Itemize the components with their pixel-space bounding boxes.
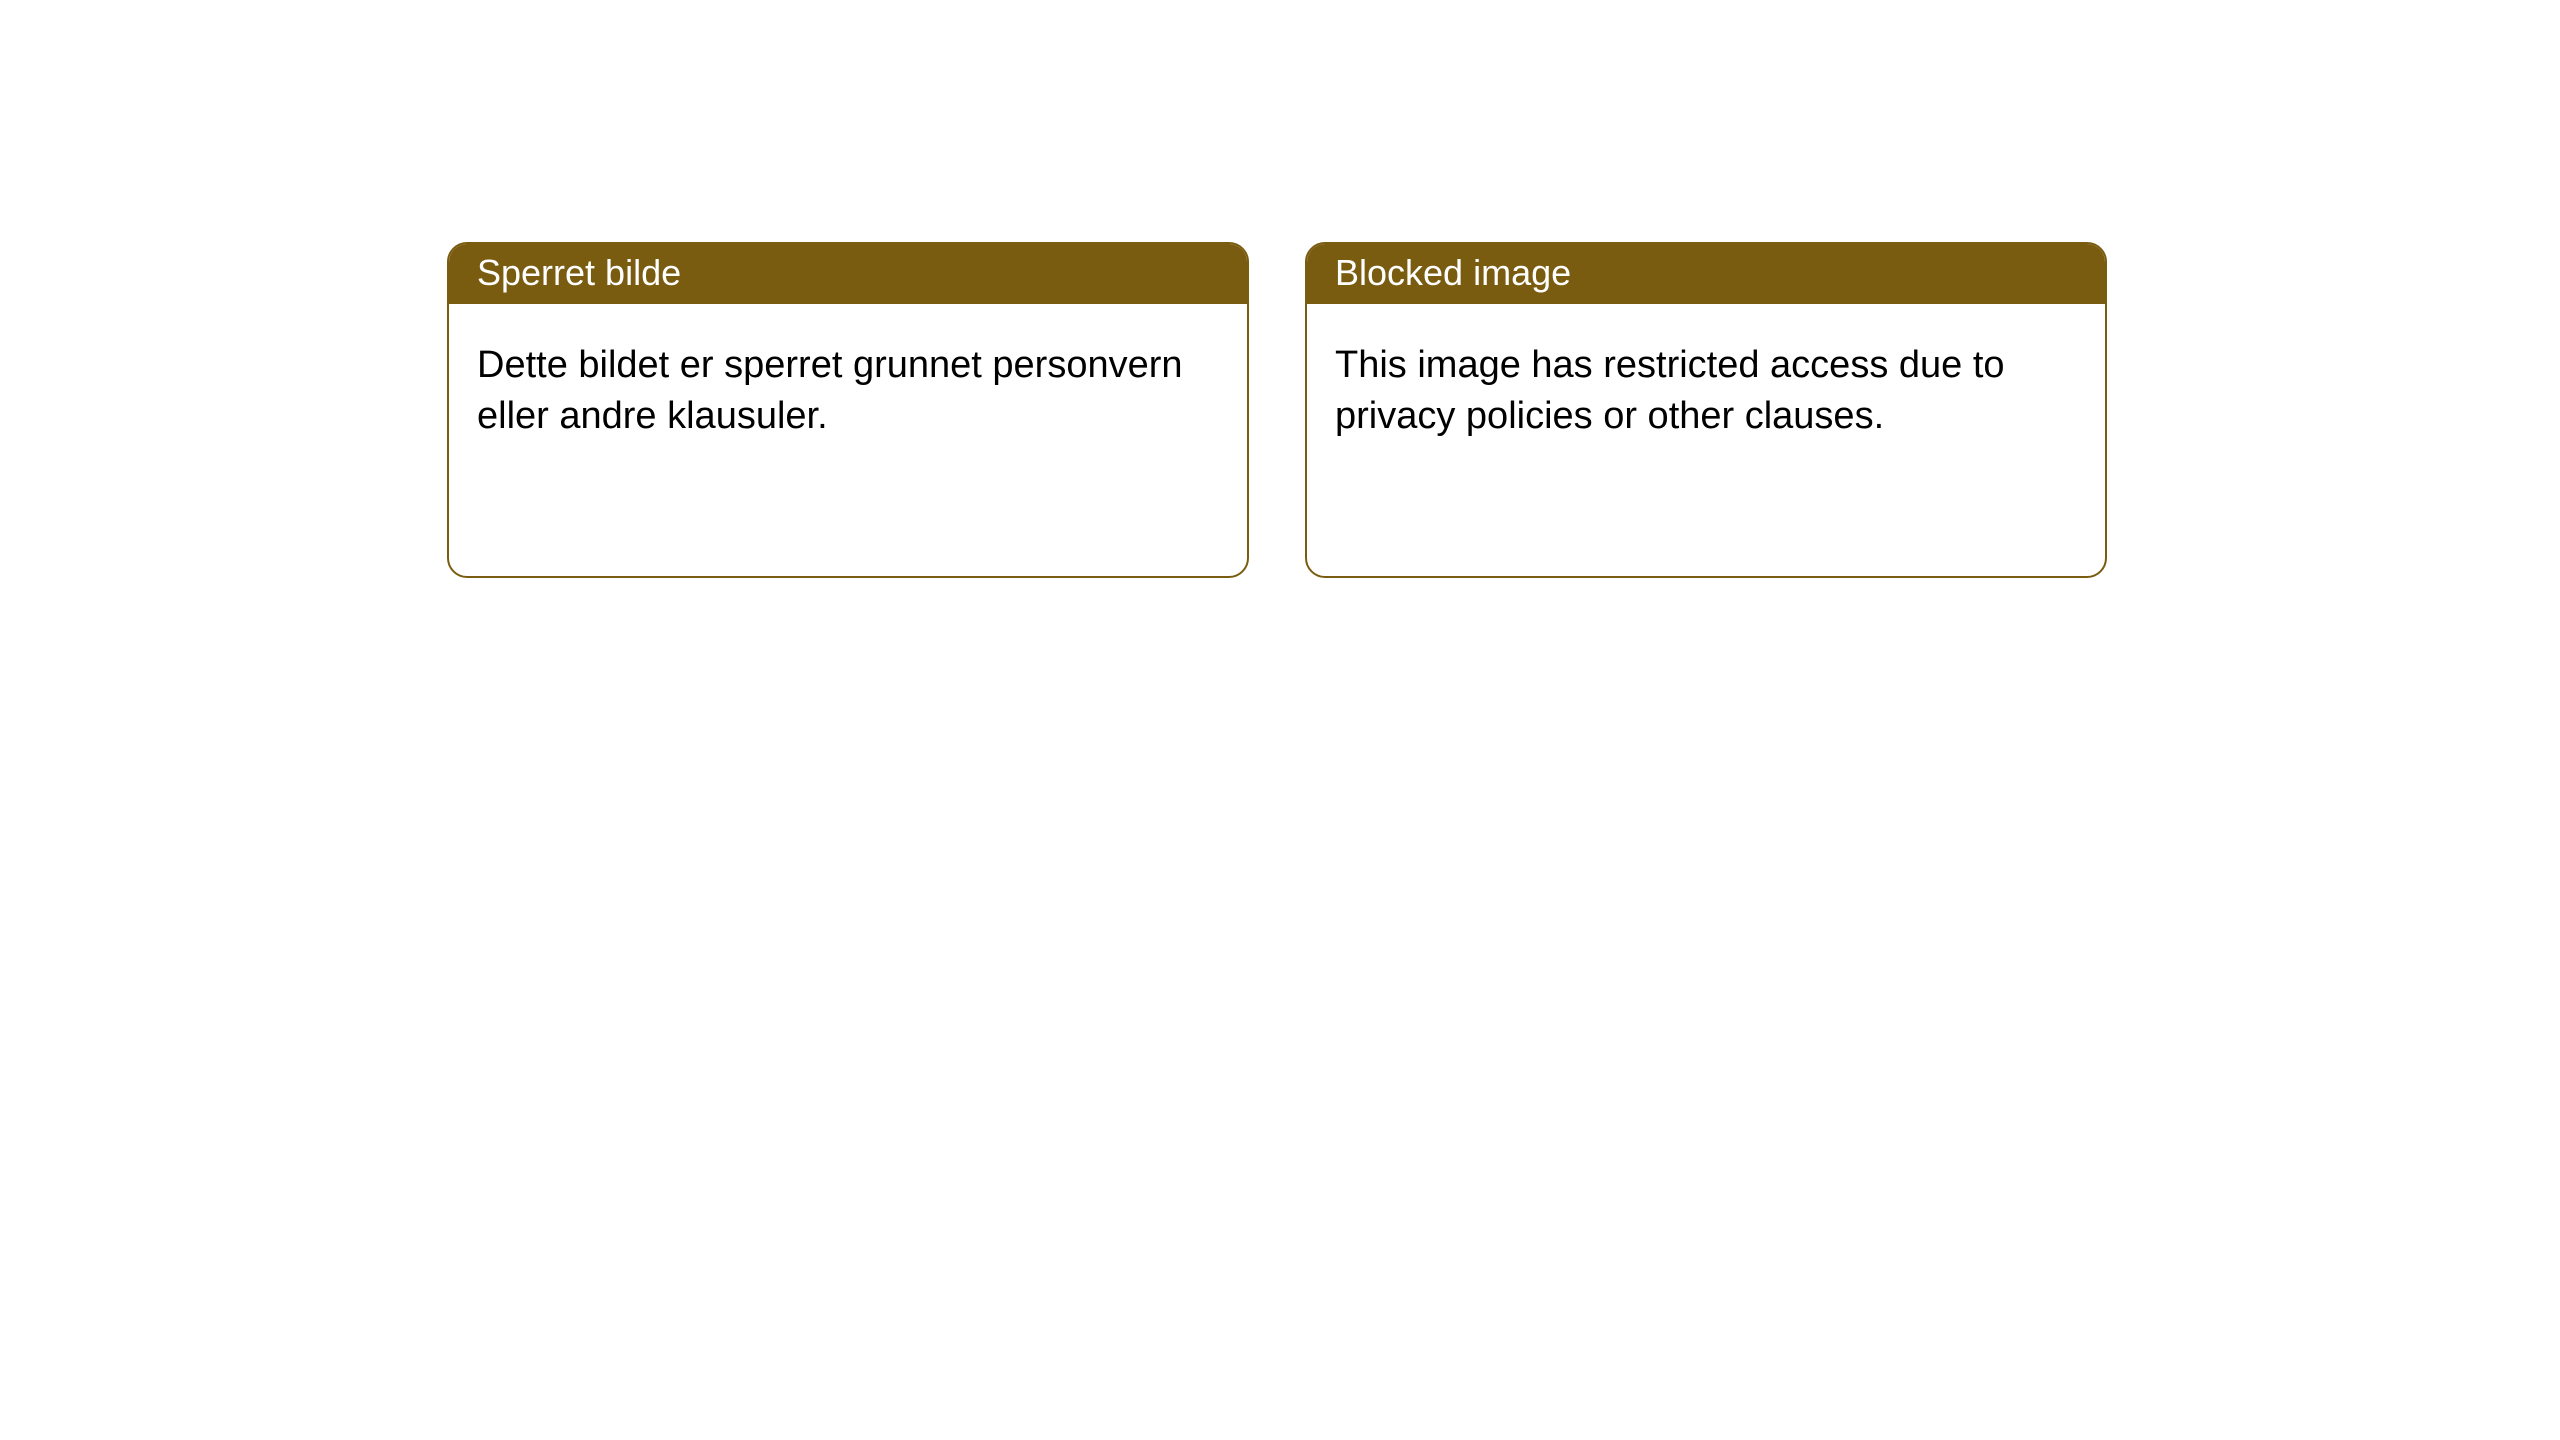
notice-container: Sperret bilde Dette bildet er sperret gr… — [0, 0, 2560, 578]
notice-text: This image has restricted access due to … — [1335, 344, 2005, 437]
notice-card-english: Blocked image This image has restricted … — [1305, 242, 2107, 578]
notice-title: Sperret bilde — [477, 252, 681, 294]
notice-header: Blocked image — [1307, 244, 2105, 304]
notice-header: Sperret bilde — [449, 244, 1247, 304]
notice-body: Dette bildet er sperret grunnet personve… — [449, 304, 1247, 471]
notice-body: This image has restricted access due to … — [1307, 304, 2105, 471]
notice-card-norwegian: Sperret bilde Dette bildet er sperret gr… — [447, 242, 1249, 578]
notice-title: Blocked image — [1335, 252, 1571, 294]
notice-text: Dette bildet er sperret grunnet personve… — [477, 344, 1183, 437]
